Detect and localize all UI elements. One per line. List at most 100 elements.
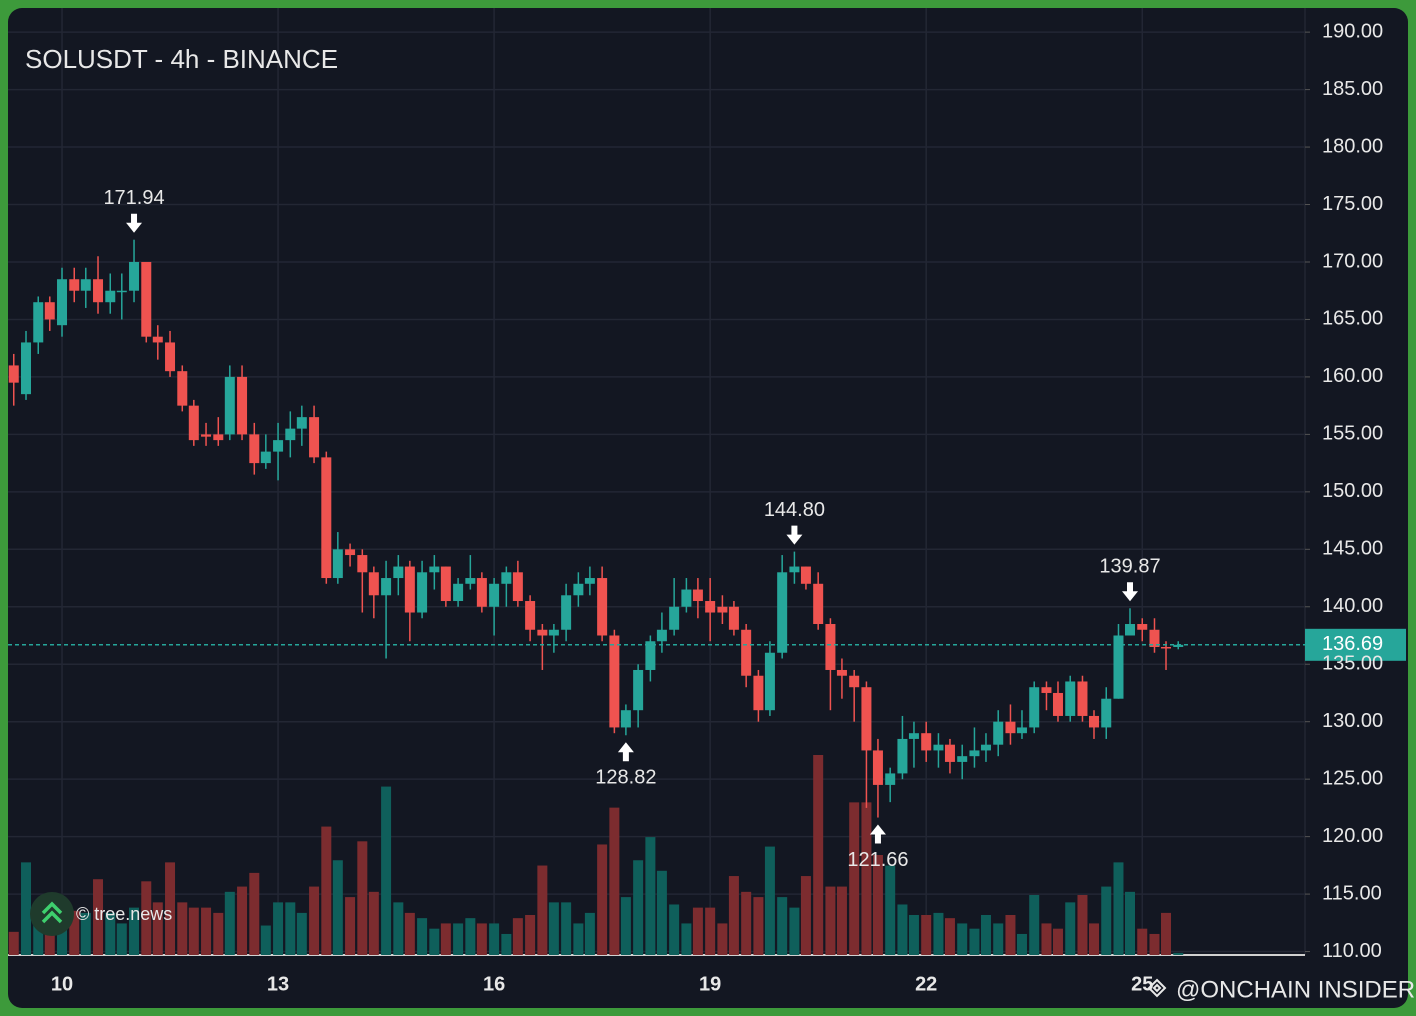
candle-body <box>813 583 824 625</box>
last-price-label: 136.69 <box>1322 633 1383 655</box>
volume-bar <box>764 846 775 955</box>
candle-body <box>201 434 212 437</box>
annotation-arrow <box>1122 582 1139 602</box>
volume-bar <box>993 923 1004 955</box>
volume-bar <box>105 912 116 955</box>
candle-body <box>69 279 80 291</box>
volume-bar <box>1005 915 1016 955</box>
volume-bar <box>777 897 788 955</box>
volume-bar <box>512 918 523 955</box>
volume-bar <box>813 755 824 955</box>
volume-bar <box>116 923 127 955</box>
candle-body <box>309 417 320 458</box>
volume-bar <box>321 826 332 955</box>
candle-body <box>80 279 91 291</box>
brand-icon <box>1147 978 1167 998</box>
volume-bar <box>8 931 19 955</box>
volume-bar <box>525 915 536 955</box>
candle-body <box>548 629 559 636</box>
candle-body <box>213 434 224 441</box>
candle-body <box>705 601 716 613</box>
annotation-label: 121.66 <box>847 849 908 871</box>
candle-body <box>753 675 764 711</box>
volume-bar <box>368 891 379 955</box>
x-tick-label: 10 <box>51 973 73 995</box>
volume-bar <box>69 910 80 955</box>
volume-bar <box>800 876 811 955</box>
candle-body <box>321 457 332 579</box>
y-tick-label: 170.00 <box>1322 250 1383 272</box>
candle-body <box>273 440 284 452</box>
volume-bar <box>332 860 343 955</box>
volume-bar <box>620 897 631 955</box>
candle-body <box>921 733 932 751</box>
candle-body <box>1125 624 1136 636</box>
grid <box>8 8 1305 955</box>
volume-bar <box>933 912 944 955</box>
candle-body <box>825 624 836 670</box>
volume-bar <box>21 862 32 955</box>
annotation-label: 171.94 <box>103 187 164 209</box>
x-tick-label: 19 <box>699 973 721 995</box>
candle-body <box>741 629 752 676</box>
volume-bar <box>836 886 847 955</box>
overlay-layer: 136.69 171.94 128.82 144.80 121.66 139.87 <box>8 187 1406 871</box>
volume-bar <box>177 902 188 955</box>
volume-bar <box>908 915 919 955</box>
candle-body <box>645 641 656 670</box>
volume-bar <box>872 855 883 955</box>
volume-bar <box>465 918 476 955</box>
watermark-brand: @ONCHAIN INSIDER <box>1176 976 1415 1003</box>
candle-body <box>1041 687 1052 693</box>
volume-bar <box>309 886 320 955</box>
volume-bar <box>1161 912 1172 955</box>
x-tick-label: 25 <box>1131 973 1153 995</box>
y-tick-label: 125.00 <box>1322 767 1383 789</box>
candle-body <box>885 773 896 785</box>
candle-body <box>800 566 811 584</box>
volume-bar <box>93 879 104 955</box>
candle-body <box>8 365 19 383</box>
candle-body <box>188 405 199 441</box>
y-tick-label: 185.00 <box>1322 78 1383 100</box>
volume-bar <box>1137 928 1148 955</box>
volume-bar <box>1065 902 1076 955</box>
candle-body <box>1161 646 1172 649</box>
candle-body <box>393 566 404 579</box>
candle-body <box>993 721 1004 745</box>
candle-body <box>237 376 248 435</box>
volume-bar <box>33 907 44 955</box>
candle-layer <box>8 239 1184 818</box>
candle-body <box>476 578 487 607</box>
candle-body <box>861 687 872 751</box>
volume-bar <box>897 904 908 955</box>
volume-bar <box>645 837 656 955</box>
candle-body <box>561 595 572 630</box>
volume-bar <box>249 872 260 955</box>
candle-body <box>512 572 523 602</box>
volume-bar <box>573 923 584 955</box>
watermark: © tree.news <box>76 904 172 924</box>
candle-body <box>368 572 379 596</box>
volume-bar <box>453 923 464 955</box>
volume-bar <box>429 928 440 955</box>
y-tick-label: 190.00 <box>1322 20 1383 42</box>
y-tick-label: 180.00 <box>1322 135 1383 157</box>
volume-bar <box>561 902 572 955</box>
candle-body <box>129 261 140 291</box>
candle-body <box>609 635 620 728</box>
candle-body <box>897 738 908 774</box>
volume-bar <box>237 886 248 955</box>
candle-body <box>717 606 728 613</box>
y-tick-label: 150.00 <box>1322 480 1383 502</box>
candle-body <box>453 583 464 602</box>
annotation-arrow <box>617 742 634 762</box>
x-tick-label: 22 <box>915 973 937 995</box>
candle-body <box>33 302 44 343</box>
volume-bar <box>501 933 512 955</box>
y-tick-label: 145.00 <box>1322 538 1383 560</box>
candle-body <box>836 669 847 676</box>
candle-body <box>44 302 55 320</box>
volume-bar <box>345 897 356 955</box>
volume-bar <box>44 918 55 955</box>
